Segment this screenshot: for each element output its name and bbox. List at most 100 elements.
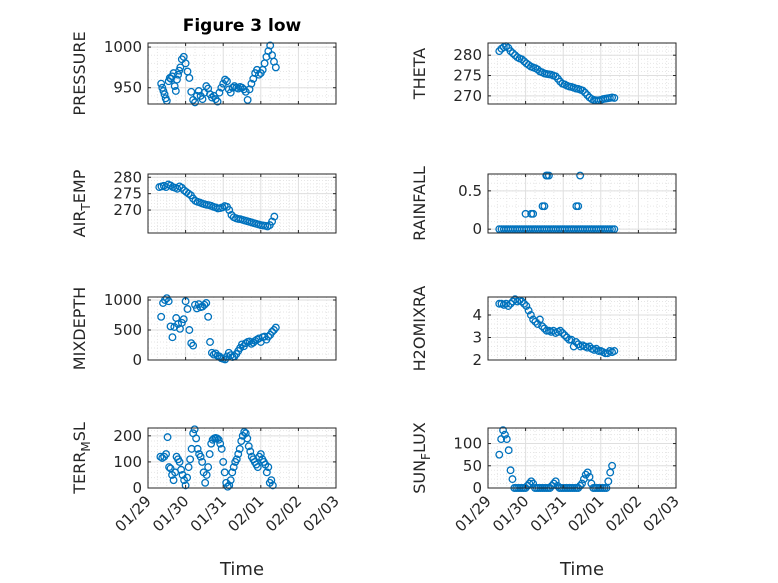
y-axis-label: TERRMSL	[70, 422, 93, 495]
y-tick-label: 50	[463, 457, 482, 475]
y-tick-label: 1000	[104, 38, 142, 56]
data-point	[583, 91, 592, 100]
data-point	[187, 87, 196, 96]
y-tick-label: 950	[113, 79, 142, 97]
data-point	[168, 333, 177, 342]
data-point	[511, 295, 520, 304]
data-point	[576, 481, 585, 490]
y-tick-label: 270	[113, 201, 142, 219]
y-axis-label: H2OMIXRA	[410, 286, 429, 372]
data-point	[271, 63, 280, 72]
data-point	[157, 79, 166, 88]
data-point	[162, 450, 170, 459]
x-axis-label: Time	[559, 559, 604, 580]
data-point	[244, 442, 253, 451]
data-point	[540, 324, 549, 333]
data-point	[572, 338, 580, 346]
data-point	[603, 349, 612, 358]
data-point	[506, 299, 515, 308]
data-point	[226, 351, 235, 360]
data-point	[262, 468, 271, 477]
data-point	[610, 225, 619, 234]
data-point	[193, 444, 202, 453]
data-point	[219, 457, 228, 466]
data-point	[198, 457, 207, 466]
data-point	[540, 202, 549, 211]
data-point	[214, 435, 223, 444]
data-point	[527, 477, 536, 486]
data-point	[531, 317, 540, 326]
data-point	[229, 463, 238, 472]
data-point	[228, 468, 237, 477]
data-point	[202, 299, 211, 307]
data-point	[223, 482, 232, 491]
y-tick-label: 0	[132, 479, 142, 497]
data-point	[508, 49, 517, 58]
axes-box	[147, 42, 337, 105]
data-point	[565, 335, 574, 344]
data-point	[196, 452, 205, 461]
data-point	[247, 79, 256, 88]
data-point	[234, 450, 243, 459]
data-point	[174, 320, 183, 328]
data-point	[171, 87, 180, 95]
data-point	[558, 329, 567, 337]
data-point	[164, 297, 173, 306]
data-point	[174, 70, 183, 79]
y-tick-label: 100	[453, 435, 482, 453]
data-point	[267, 476, 276, 485]
data-point	[610, 93, 619, 102]
data-point	[502, 299, 510, 308]
data-point	[225, 206, 234, 215]
data-point	[544, 171, 553, 180]
data-point	[202, 471, 211, 479]
data-point	[592, 344, 601, 353]
y-axis-label: MIXDEPTH	[70, 287, 89, 370]
y-axis-label: THETA	[410, 48, 429, 100]
figure-title: Figure 3 low	[183, 16, 302, 36]
y-tick-label: 0	[472, 479, 482, 497]
panel-third-left: 0 500 1000 MIXDEPTH	[70, 287, 337, 370]
series-markers	[157, 41, 280, 107]
data-point	[520, 299, 529, 308]
data-point	[185, 74, 194, 82]
data-point	[234, 84, 243, 93]
y-axis-label: AIRTEMP	[70, 169, 93, 237]
data-point	[529, 209, 538, 218]
data-point	[183, 305, 192, 313]
series-markers	[156, 425, 277, 491]
data-point	[192, 91, 201, 100]
data-point	[169, 476, 178, 485]
y-tick-label: 500	[113, 321, 142, 339]
data-point	[241, 429, 250, 438]
data-point	[551, 477, 560, 486]
y-tick-label: 0	[472, 220, 482, 238]
axes-box	[147, 427, 337, 489]
data-point	[246, 447, 255, 456]
data-point	[578, 479, 586, 488]
data-point	[608, 225, 617, 234]
data-point	[594, 347, 603, 355]
data-point	[538, 322, 547, 331]
data-point	[535, 315, 544, 324]
data-point	[243, 434, 252, 443]
data-point	[221, 75, 230, 84]
data-point	[605, 225, 614, 234]
data-point	[192, 434, 201, 443]
data-point	[181, 481, 190, 490]
series-markers	[157, 294, 280, 364]
data-point	[184, 463, 193, 472]
data-point	[254, 70, 263, 79]
y-tick-label: 0.5	[458, 182, 482, 200]
data-point	[223, 77, 231, 86]
y-tick-label: 280	[113, 168, 142, 186]
y-tick-label: 280	[453, 46, 482, 64]
data-point	[176, 63, 185, 72]
data-point	[204, 312, 213, 321]
data-point	[183, 473, 192, 482]
data-point	[181, 59, 190, 68]
data-point	[499, 426, 507, 435]
data-point	[271, 323, 280, 332]
y-tick-label: 4	[472, 306, 482, 324]
data-point	[215, 88, 224, 97]
